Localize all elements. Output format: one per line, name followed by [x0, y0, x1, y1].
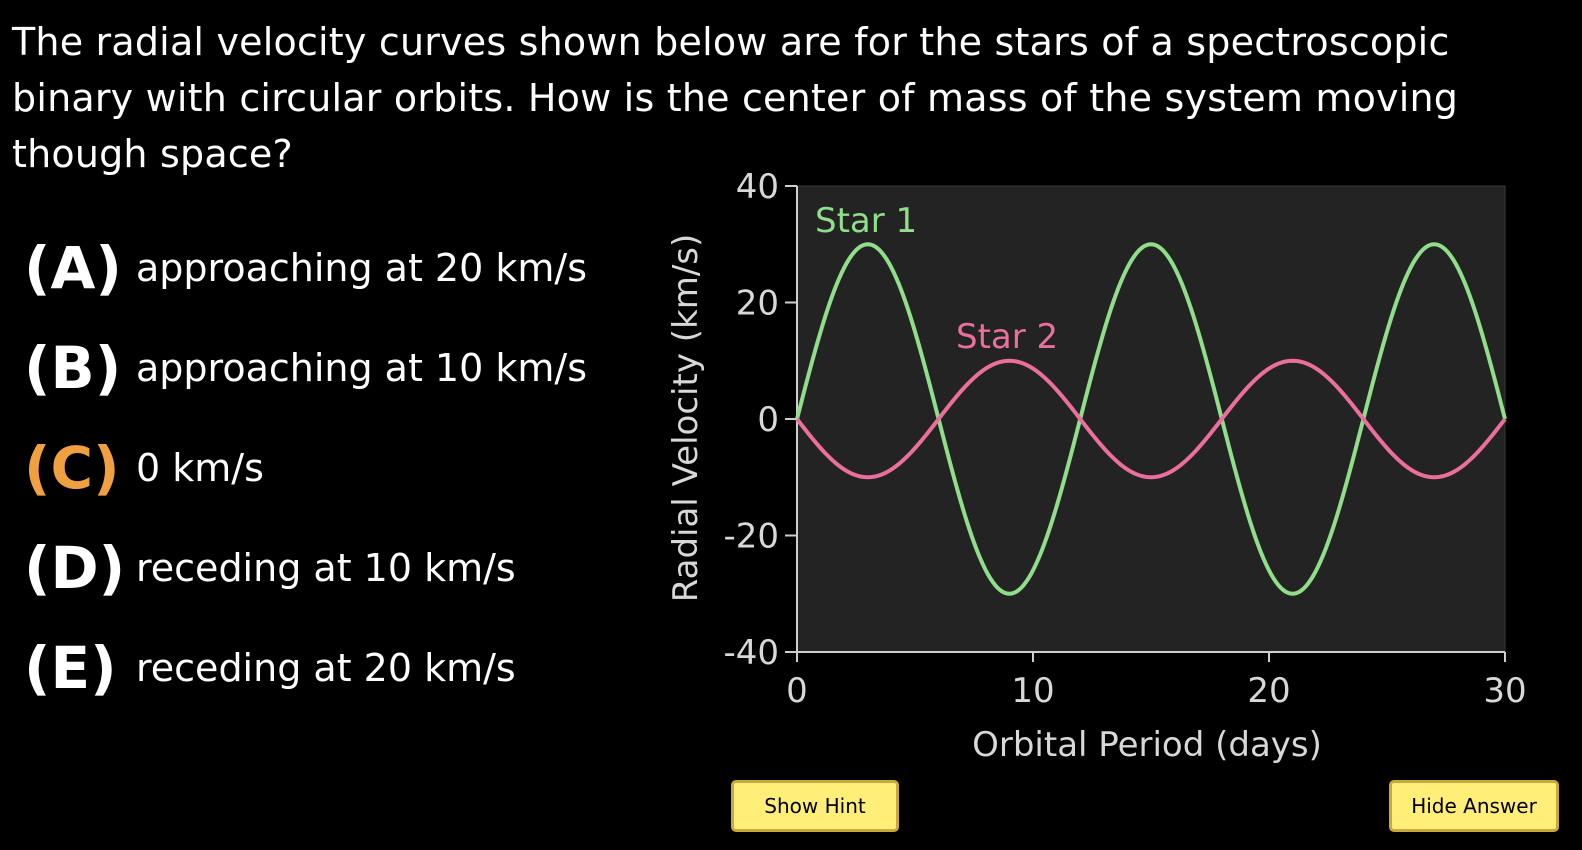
x-tick-label: 0: [786, 671, 808, 711]
choice-letter: (D): [24, 534, 126, 602]
question-text: The radial velocity curves shown below a…: [12, 20, 1459, 176]
choice-text: 0 km/s: [136, 446, 264, 490]
show-hint-button[interactable]: Show Hint: [731, 780, 899, 832]
choice-c[interactable]: (C) 0 km/s: [24, 428, 264, 508]
series-label-star-2: Star 2: [956, 317, 1058, 357]
series-label-star-1: Star 1: [815, 201, 917, 241]
choice-a[interactable]: (A) approaching at 20 km/s: [24, 228, 587, 308]
x-tick-label: 10: [1011, 671, 1054, 711]
choice-letter: (C): [24, 434, 120, 502]
y-tick-label: 0: [757, 400, 779, 440]
y-tick-label: -40: [723, 633, 779, 673]
axis-ticks: -40 -20 0 20 40 0 10 20 30: [723, 167, 1526, 711]
x-tick-label: 20: [1247, 671, 1290, 711]
y-axis-label: Radial Velocity (km/s): [666, 234, 706, 603]
choice-text: receding at 20 km/s: [136, 646, 516, 690]
choice-text: receding at 10 km/s: [136, 546, 516, 590]
choice-d[interactable]: (D) receding at 10 km/s: [24, 528, 516, 608]
series-line-star-1: [795, 242, 1507, 596]
plot-area: [796, 185, 1506, 653]
x-tick-label: 30: [1483, 671, 1526, 711]
y-tick-label: -20: [723, 517, 779, 557]
choice-letter: (A): [24, 234, 122, 302]
y-tick-label: 20: [736, 284, 779, 324]
choice-e[interactable]: (E) receding at 20 km/s: [24, 628, 516, 708]
choice-letter: (B): [24, 334, 122, 402]
choice-text: approaching at 20 km/s: [136, 246, 587, 290]
choice-letter: (E): [24, 634, 117, 702]
choice-b[interactable]: (B) approaching at 10 km/s: [24, 328, 587, 408]
y-tick-label: 40: [736, 167, 779, 207]
series-line-star-2: [795, 358, 1507, 480]
hide-answer-button[interactable]: Hide Answer: [1389, 780, 1559, 832]
x-axis-label: Orbital Period (days): [972, 725, 1322, 765]
choice-text: approaching at 10 km/s: [136, 346, 587, 390]
